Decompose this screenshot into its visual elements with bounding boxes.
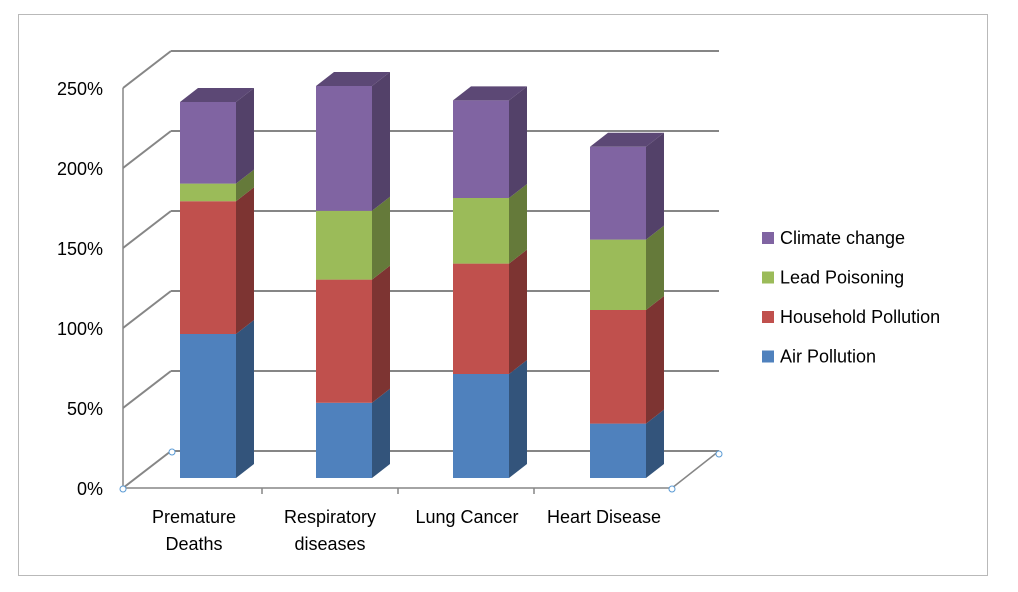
legend-label: Lead Poisoning bbox=[780, 268, 904, 288]
legend-label: Air Pollution bbox=[780, 347, 876, 367]
bar-side bbox=[372, 196, 390, 280]
category-label: diseases bbox=[294, 534, 365, 554]
bar-front bbox=[180, 102, 236, 184]
gridline-side bbox=[122, 130, 172, 169]
bar-side bbox=[646, 225, 664, 310]
bar-front bbox=[590, 146, 646, 240]
legend: Climate change Lead Poisoning Household Po… bbox=[762, 228, 940, 367]
bar-segment bbox=[590, 225, 664, 310]
gridline-side bbox=[122, 210, 172, 249]
legend-swatch bbox=[762, 232, 774, 244]
bar-side bbox=[509, 360, 527, 478]
legend-swatch bbox=[762, 350, 774, 363]
bar-front bbox=[180, 334, 236, 478]
y-tick-label: 250% bbox=[57, 79, 103, 99]
bar-front bbox=[453, 198, 509, 264]
legend-swatch bbox=[762, 271, 774, 284]
bar-front bbox=[453, 100, 509, 198]
floor-right-edge bbox=[671, 450, 720, 489]
bar-side bbox=[372, 388, 390, 478]
bar-side bbox=[646, 132, 664, 240]
bar-segment bbox=[590, 132, 664, 240]
bar-side bbox=[236, 320, 254, 478]
gridline-side bbox=[122, 450, 172, 489]
bar-side bbox=[509, 249, 527, 374]
bar-side bbox=[372, 72, 390, 211]
gridline-side bbox=[122, 370, 172, 409]
bar-front bbox=[316, 210, 372, 280]
bar-segment bbox=[316, 388, 390, 478]
bar-segment bbox=[590, 409, 664, 478]
bar-segment bbox=[590, 296, 664, 424]
bar-segment bbox=[180, 88, 254, 184]
bar-segment bbox=[453, 249, 527, 374]
gridline-side bbox=[122, 50, 172, 89]
selection-handle bbox=[715, 450, 723, 458]
bar-side bbox=[372, 265, 390, 403]
bar-side bbox=[646, 409, 664, 478]
bar-side bbox=[236, 169, 254, 202]
bar-top bbox=[180, 88, 254, 102]
bar-front bbox=[590, 239, 646, 310]
y-tick-label: 100% bbox=[57, 319, 103, 339]
bar-side bbox=[646, 296, 664, 424]
gridline-side bbox=[122, 290, 172, 329]
bar-front bbox=[590, 423, 646, 478]
bar-front bbox=[316, 402, 372, 478]
y-tick-label: 0% bbox=[77, 479, 103, 499]
bar-top bbox=[453, 86, 527, 101]
bar-segment bbox=[180, 187, 254, 334]
y-tick-label: 50% bbox=[67, 399, 103, 419]
selection-handle bbox=[168, 448, 176, 456]
bar-segment bbox=[453, 360, 527, 478]
bar-front bbox=[180, 183, 236, 202]
legend-label: Climate change bbox=[780, 228, 905, 248]
legend-label: Household Pollution bbox=[780, 307, 940, 327]
bar-top bbox=[590, 132, 664, 147]
bar-front bbox=[453, 374, 509, 478]
legend-swatch bbox=[762, 311, 774, 323]
bar-segment bbox=[316, 265, 390, 403]
bar-segment bbox=[453, 184, 527, 264]
bar-front bbox=[453, 263, 509, 374]
bar-side bbox=[236, 88, 254, 184]
category-label: Premature bbox=[152, 507, 236, 527]
category-label: Respiratory bbox=[284, 507, 376, 527]
category-label: Deaths bbox=[165, 534, 222, 554]
y-tick-label: 150% bbox=[57, 239, 103, 259]
bar-top bbox=[316, 72, 390, 86]
bar-segment bbox=[453, 86, 527, 198]
bar-side bbox=[509, 184, 527, 264]
bar-segment bbox=[180, 320, 254, 478]
bar-segment bbox=[316, 196, 390, 280]
bar-side bbox=[509, 86, 527, 198]
category-label: Lung Cancer bbox=[415, 507, 518, 527]
selection-handle bbox=[668, 485, 676, 493]
category-label: Heart Disease bbox=[547, 507, 661, 527]
y-tick-label: 200% bbox=[57, 159, 103, 179]
bar-front bbox=[316, 279, 372, 403]
bar-front bbox=[180, 201, 236, 334]
bar-side bbox=[236, 187, 254, 334]
bar-segment bbox=[180, 169, 254, 202]
bar-segment bbox=[316, 72, 390, 211]
bar-front bbox=[316, 86, 372, 211]
bar-front bbox=[590, 310, 646, 424]
selection-handle bbox=[119, 485, 127, 493]
